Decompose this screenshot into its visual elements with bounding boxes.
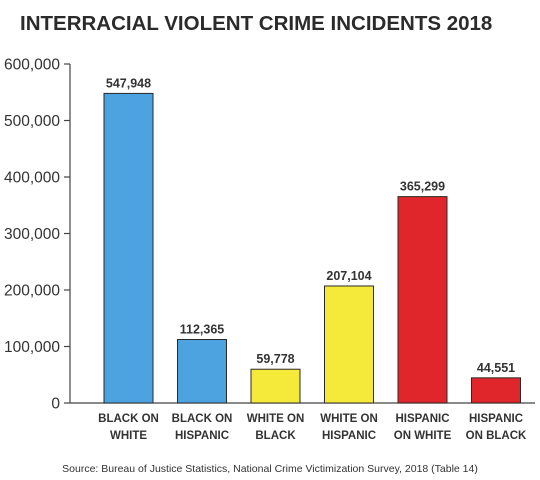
y-tick-label: 600,000	[4, 57, 60, 74]
category-label: ON BLACK	[466, 430, 527, 442]
category-label: BLACK ON	[172, 413, 233, 425]
data-label: 207,104	[326, 269, 371, 283]
bar	[324, 285, 374, 404]
category-label: HISPANIC	[175, 430, 229, 442]
category-label: BLACK	[255, 430, 296, 442]
bar	[471, 377, 521, 404]
axes: 0 100,000 200,000 300,000 400,000 500,000 600,…	[4, 57, 535, 413]
data-label: 59,778	[256, 352, 294, 366]
y-tick-label: 400,000	[4, 170, 60, 187]
category-labels: BLACK ON WHITE BLACK ON HISPANIC WHITE ON BLA…	[98, 413, 527, 442]
y-tick-label: 0	[51, 396, 60, 413]
category-label: WHITE ON	[320, 413, 378, 425]
bar	[177, 339, 227, 404]
category-label: HISPANIC	[322, 430, 376, 442]
category-label: HISPANIC	[395, 413, 449, 425]
y-tick-label: 300,000	[4, 226, 60, 243]
bars	[103, 92, 521, 404]
category-label: HISPANIC	[469, 413, 523, 425]
data-label: 365,299	[400, 180, 445, 194]
bar	[103, 92, 154, 404]
data-label: 112,365	[180, 323, 225, 337]
bar	[397, 196, 448, 404]
y-tick-label: 100,000	[4, 339, 60, 356]
category-label: WHITE	[110, 430, 147, 442]
data-label: 44,551	[477, 361, 515, 375]
category-label: ON WHITE	[394, 430, 452, 442]
source-note: Source: Bureau of Justice Statistics, Na…	[62, 463, 478, 475]
data-label: 547,948	[106, 76, 151, 90]
category-label: BLACK ON	[98, 413, 159, 425]
category-label: WHITE ON	[247, 413, 305, 425]
bar	[250, 368, 301, 404]
y-tick-label: 500,000	[4, 113, 60, 130]
y-tick-label: 200,000	[4, 283, 60, 300]
chart-title: INTERRACIAL VIOLENT CRIME INCIDENTS 2018	[20, 12, 492, 35]
data-labels: 547,948 112,365 59,778 207,104 365,299 44,551	[106, 76, 515, 374]
